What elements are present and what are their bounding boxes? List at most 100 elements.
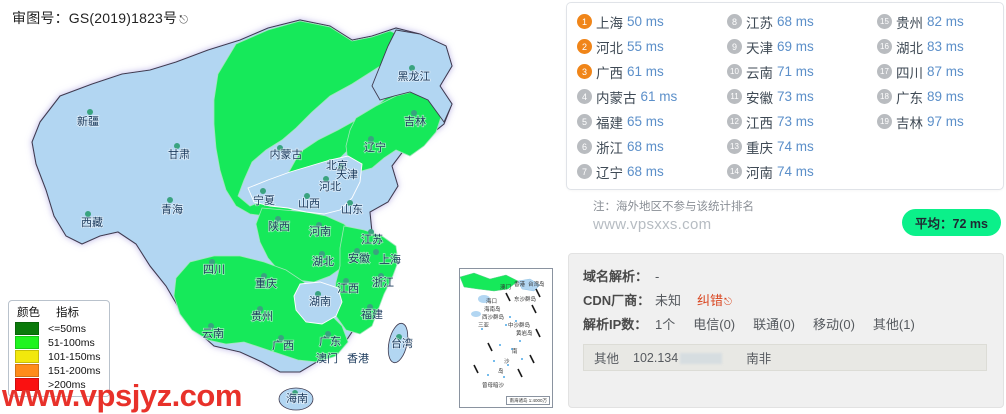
rank-latency-value: 74 ms — [777, 139, 814, 154]
report-error-link[interactable]: 纠错⎋ — [697, 290, 732, 309]
province-label-广西: 广西 — [272, 339, 294, 352]
ranking-item[interactable]: 4 内蒙古 61 ms — [577, 84, 727, 109]
ranking-item[interactable]: 19 吉林 97 ms — [877, 109, 1006, 134]
ip-address-redacted — [680, 352, 723, 364]
isp-mobile-count: 移动(0) — [813, 317, 855, 332]
rank-badge: 8 — [727, 14, 742, 29]
rank-latency-value: 74 ms — [777, 164, 814, 179]
cdn-vendor-value: 未知 — [655, 293, 682, 308]
legend-header-metric: 指标 — [56, 307, 79, 319]
legend-row: 101-150ms — [15, 350, 101, 363]
rank-badge: 12 — [727, 114, 742, 129]
ranking-item[interactable]: 3 广西 61 ms — [577, 59, 727, 84]
external-link-icon[interactable]: ⎋ — [179, 14, 189, 26]
rank-latency-value: 68 ms — [627, 139, 664, 154]
rank-latency-value: 55 ms — [627, 39, 664, 54]
ranking-item[interactable]: 6 浙江 68 ms — [577, 134, 727, 159]
inset-svg: 澳门 香港 台湾岛 海口 东沙群岛 海南岛 西沙群岛 三亚 中沙群岛 黄岩岛 南… — [460, 269, 550, 405]
rank-province-name: 广西 — [596, 65, 623, 81]
ranking-item[interactable]: 15 贵州 82 ms — [877, 9, 1006, 34]
ranking-item[interactable]: 18 广东 89 ms — [877, 84, 1006, 109]
legend-range-label: <=50ms — [48, 322, 86, 335]
legend-color-swatch — [15, 364, 39, 377]
rank-province-name: 江西 — [746, 115, 773, 131]
rank-badge: 10 — [727, 64, 742, 79]
rank-badge: 5 — [577, 114, 592, 129]
rank-badge: 3 — [577, 64, 592, 79]
ranking-item[interactable]: 10 云南 71 ms — [727, 59, 877, 84]
province-dots — [85, 65, 417, 396]
province-label-吉林: 吉林 — [404, 114, 426, 128]
watermark-right: www.vpsxxs.com — [593, 216, 712, 233]
province-label-云南: 云南 — [202, 327, 224, 340]
ranking-item[interactable]: 9 天津 69 ms — [727, 34, 877, 59]
ranking-item[interactable]: 16 湖北 83 ms — [877, 34, 1006, 59]
svg-text:西沙群岛: 西沙群岛 — [482, 313, 505, 321]
ranking-item[interactable]: 12 江西 73 ms — [727, 109, 877, 134]
legend-color-swatch — [15, 336, 39, 349]
rank-latency-value: 65 ms — [627, 114, 664, 129]
rank-latency-value: 73 ms — [777, 114, 814, 129]
province-label-山西: 山西 — [298, 197, 320, 210]
ranking-item[interactable]: 1 上海 50 ms — [577, 9, 727, 34]
ranking-item[interactable]: 17 四川 87 ms — [877, 59, 1006, 84]
ranking-item[interactable]: 8 江苏 68 ms — [727, 9, 877, 34]
province-label-黑龙江: 黑龙江 — [398, 70, 431, 83]
svg-text:岛: 岛 — [498, 367, 504, 375]
legend-row: 151-200ms — [15, 364, 101, 377]
ip-isp-kind: 其他 — [594, 352, 620, 366]
legend-header-color: 颜色 — [17, 307, 40, 319]
rank-province-name: 贵州 — [896, 15, 923, 31]
legend-color-swatch — [15, 322, 39, 335]
resolved-ip-count-row: 解析IP数： 1个 电信(0) 联通(0) 移动(0) 其他(1) — [583, 314, 1003, 338]
province-label-西藏: 西藏 — [81, 216, 103, 229]
isp-unicom-count: 联通(0) — [753, 317, 796, 332]
ranking-item[interactable]: 11 安徽 73 ms — [727, 84, 877, 109]
south-china-sea-inset-map[interactable]: 澳门 香港 台湾岛 海口 东沙群岛 海南岛 西沙群岛 三亚 中沙群岛 黄岩岛 南… — [459, 268, 553, 408]
rank-latency-value: 50 ms — [627, 14, 664, 29]
svg-text:海南岛: 海南岛 — [484, 305, 501, 313]
svg-text:东沙群岛: 东沙群岛 — [514, 295, 537, 303]
province-label-安徽: 安徽 — [348, 251, 370, 265]
legend-range-label: 151-200ms — [48, 364, 101, 377]
average-latency-badge: 平均：72 ms — [902, 209, 1001, 236]
province-label-浙江: 浙江 — [372, 276, 394, 289]
rank-badge: 17 — [877, 64, 892, 79]
rank-latency-value: 68 ms — [627, 164, 664, 179]
ranking-grid: 1 上海 50 ms 8 江苏 68 ms 15 贵州 82 ms 2 河北 55 ms 9 天津 69 m… — [567, 3, 1003, 184]
rank-province-name: 福建 — [596, 115, 623, 131]
province-label-甘肃: 甘肃 — [168, 148, 190, 161]
watermark-left: www.vpsjyz.com — [2, 378, 242, 413]
rank-province-name: 上海 — [596, 15, 623, 31]
rank-badge: 16 — [877, 39, 892, 54]
map-legend: 颜色 指标 <=50ms 51-100ms 101-150ms 151-200ms >2… — [8, 300, 110, 397]
ranking-item[interactable]: 2 河北 55 ms — [577, 34, 727, 59]
report-error-label: 纠错 — [697, 293, 724, 308]
province-label-海南: 海南 — [286, 391, 308, 405]
rank-badge: 2 — [577, 39, 592, 54]
ranking-item[interactable]: 14 河南 74 ms — [727, 159, 877, 184]
ranking-item[interactable]: 13 重庆 74 ms — [727, 134, 877, 159]
china-latency-map-panel: 审图号：GS(2019)1823号 ⎋ — [0, 0, 560, 414]
rank-latency-value: 97 ms — [927, 114, 964, 129]
ranking-item[interactable]: 5 福建 65 ms — [577, 109, 727, 134]
province-label-湖北: 湖北 — [312, 255, 334, 268]
dns-resolution-row: 域名解析： - — [583, 266, 1003, 290]
rank-province-name: 内蒙古 — [596, 90, 637, 106]
map-approval-number: 审图号：GS(2019)1823号 ⎋ — [12, 8, 188, 28]
province-latency-ranking-card: 1 上海 50 ms 8 江苏 68 ms 15 贵州 82 ms 2 河北 55 ms 9 天津 69 m… — [566, 2, 1004, 190]
ranking-item[interactable]: 7 辽宁 68 ms — [577, 159, 727, 184]
resolved-ip-count-value: 1个 — [655, 317, 676, 332]
province-label-辽宁: 辽宁 — [364, 140, 386, 154]
rank-badge: 9 — [727, 39, 742, 54]
rank-latency-value: 83 ms — [927, 39, 964, 54]
province-label-陕西: 陕西 — [268, 219, 290, 233]
rank-latency-value: 89 ms — [927, 89, 964, 104]
rank-badge: 6 — [577, 139, 592, 154]
legend-row: <=50ms — [15, 322, 101, 335]
rank-badge: 1 — [577, 14, 592, 29]
legend-range-label: 51-100ms — [48, 336, 95, 349]
untested-provinces-layer — [247, 29, 453, 411]
